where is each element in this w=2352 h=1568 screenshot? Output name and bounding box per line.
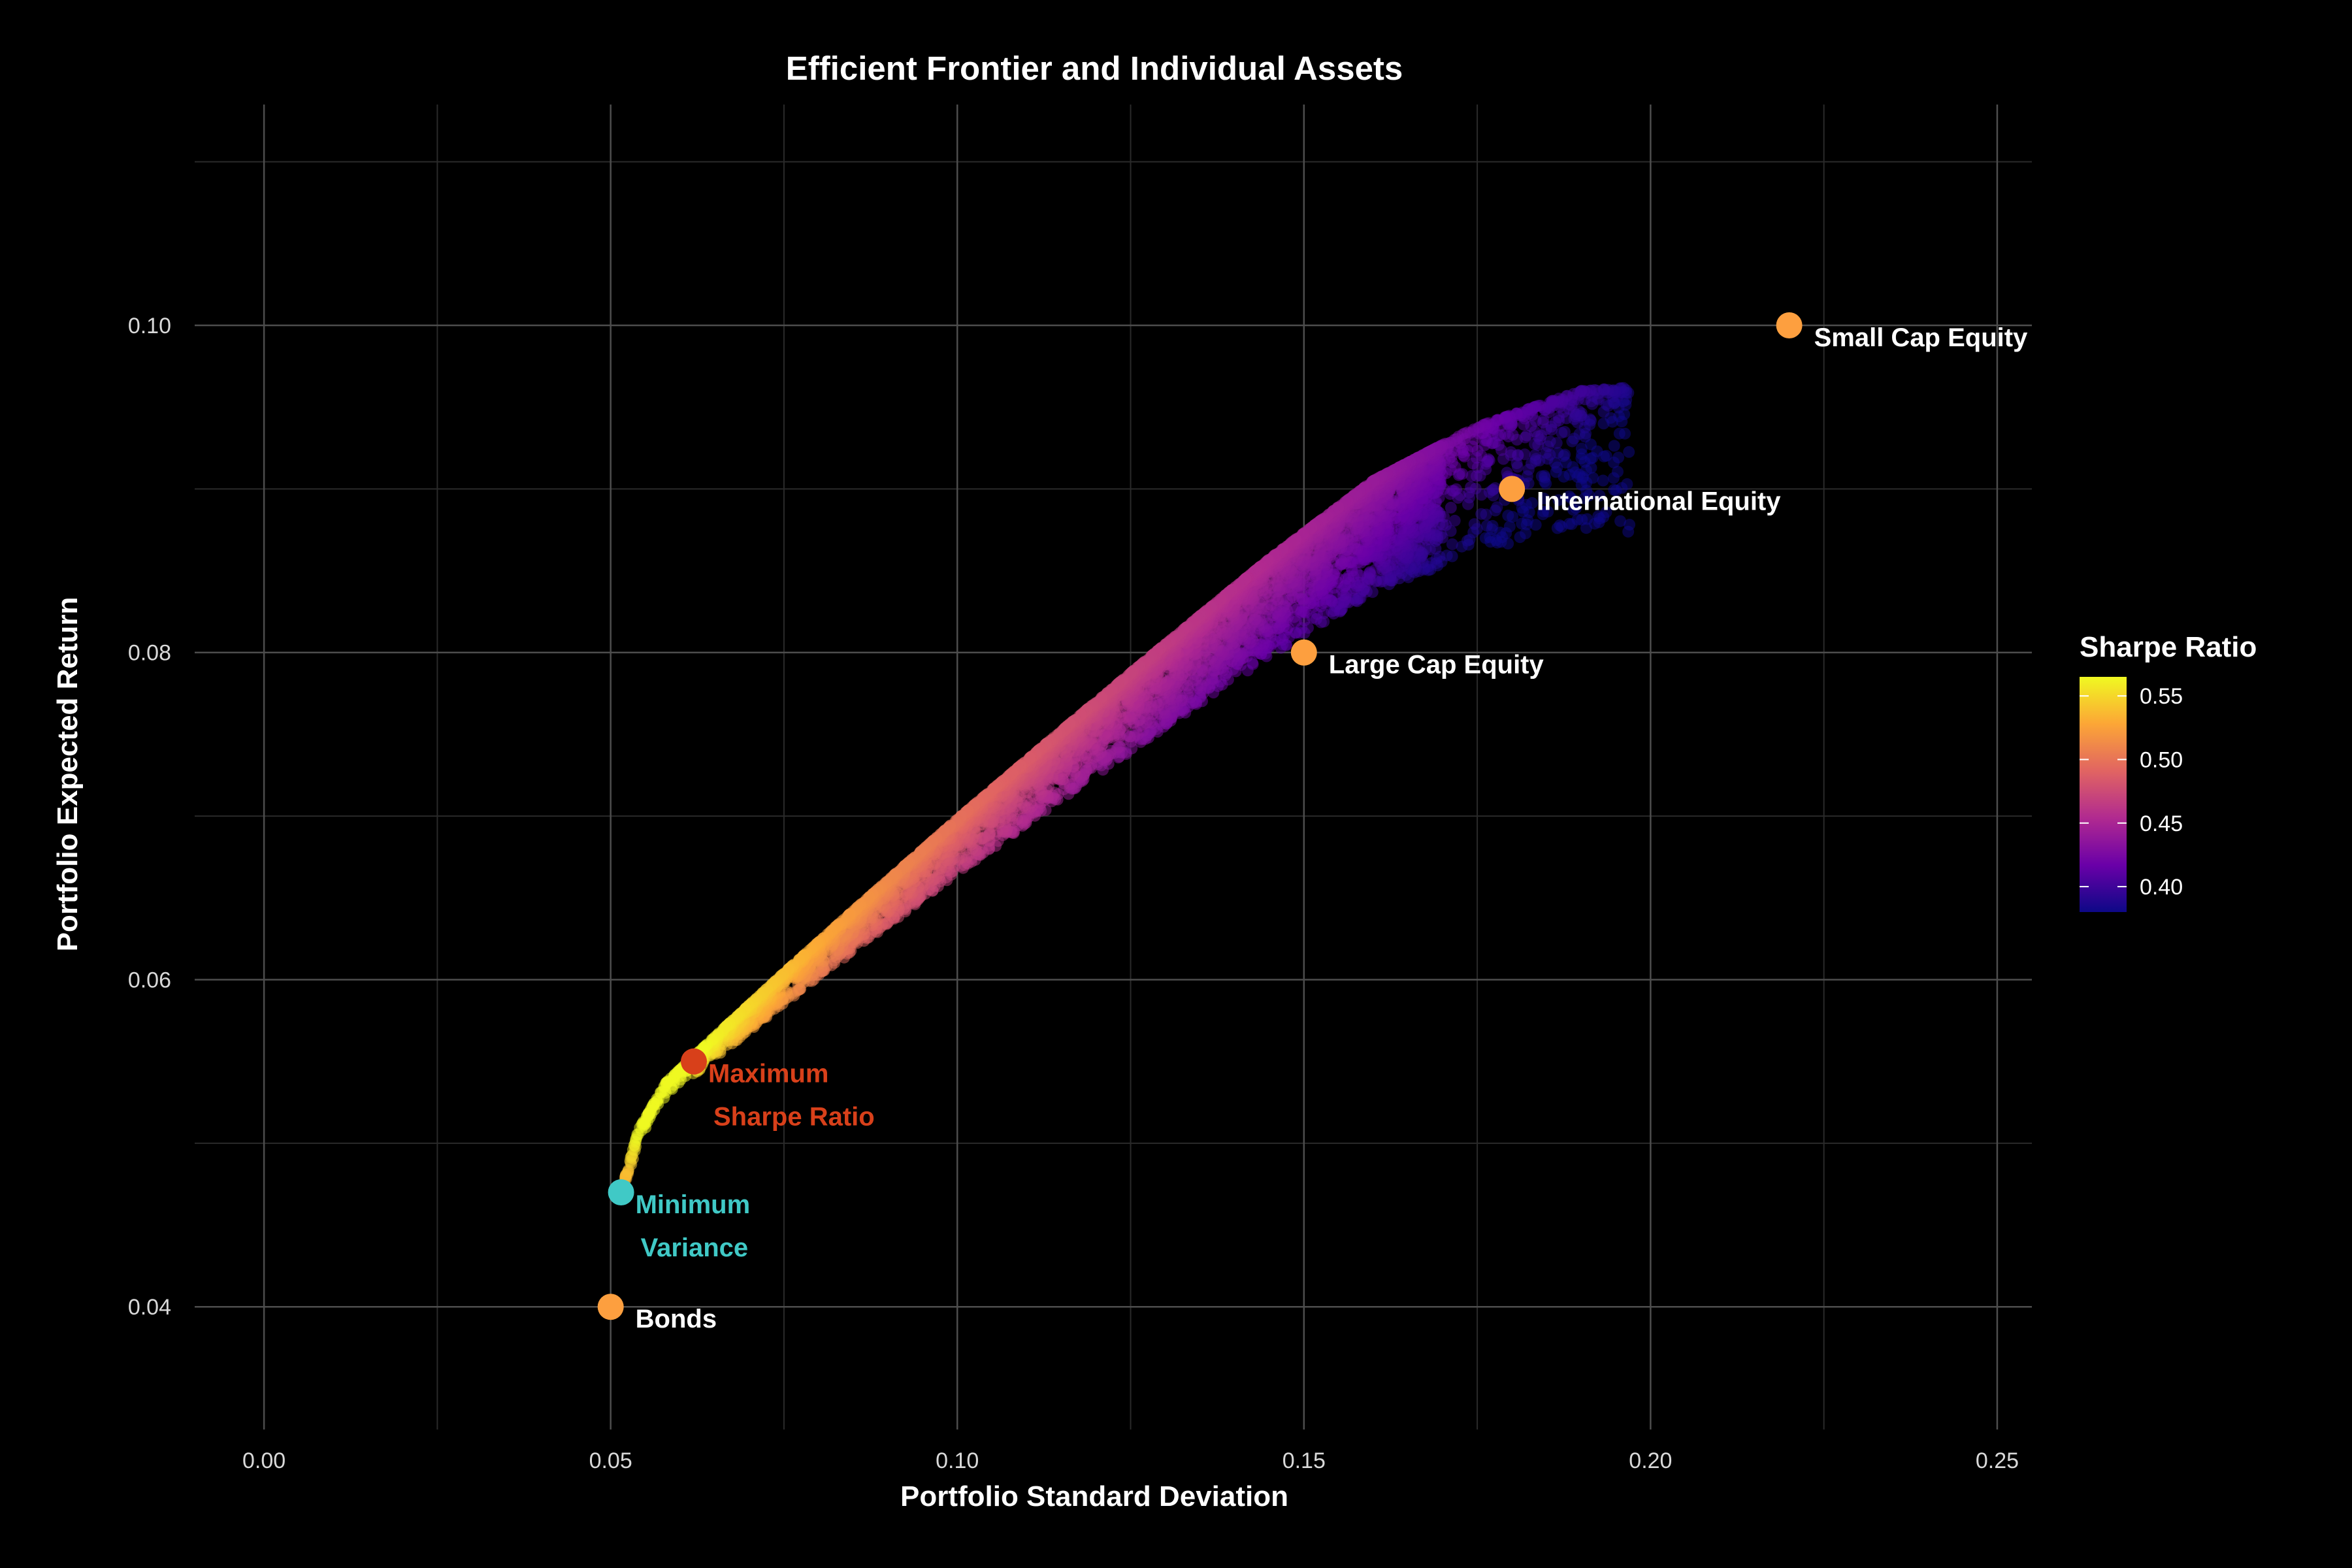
portfolio-point <box>1567 504 1579 516</box>
portfolio-point <box>1592 510 1605 523</box>
portfolio-point <box>1514 531 1526 544</box>
portfolio-point <box>1537 505 1550 517</box>
portfolio-point <box>1475 508 1488 520</box>
portfolio-point <box>1593 489 1606 502</box>
portfolio-point <box>1608 483 1620 496</box>
portfolio-point <box>1544 435 1556 448</box>
portfolio-point <box>1520 429 1533 442</box>
portfolio-point <box>1624 519 1636 531</box>
portfolio-point <box>1614 515 1627 527</box>
portfolio-point <box>1613 427 1625 440</box>
portfolio-point <box>1446 538 1458 550</box>
portfolio-point <box>1597 417 1610 430</box>
portfolio-point <box>1448 514 1461 527</box>
portfolio-point <box>1552 494 1565 506</box>
portfolio-point <box>1554 519 1566 532</box>
portfolio-cloud <box>619 382 1636 1187</box>
portfolio-point <box>1575 442 1588 455</box>
portfolio-point <box>1505 446 1517 458</box>
portfolio-point <box>1538 493 1550 504</box>
portfolio-point <box>1491 501 1503 514</box>
portfolio-point <box>1529 449 1541 461</box>
portfolio-point <box>1465 481 1477 493</box>
portfolio-point <box>1501 466 1513 479</box>
portfolio-point <box>1468 518 1480 531</box>
portfolio-point <box>1497 453 1510 465</box>
grid <box>195 105 2032 1429</box>
portfolio-point <box>1563 490 1575 502</box>
portfolio-point <box>1597 474 1609 487</box>
portfolio-point <box>1479 532 1492 544</box>
portfolio-point <box>1608 440 1620 452</box>
portfolio-point <box>1503 520 1516 532</box>
portfolio-point <box>1568 433 1580 445</box>
portfolio-point <box>1612 451 1625 464</box>
portfolio-point <box>1516 517 1528 530</box>
portfolio-point <box>1461 534 1473 547</box>
portfolio-point <box>1465 470 1478 482</box>
portfolio-point <box>1364 566 1376 578</box>
portfolio-point <box>1612 466 1624 478</box>
portfolio-point <box>1502 510 1514 522</box>
portfolio-point <box>1480 519 1493 532</box>
portfolio-point <box>1535 470 1548 482</box>
portfolio-point <box>1623 446 1635 458</box>
portfolio-point <box>1445 502 1457 514</box>
portfolio-point <box>1556 427 1568 439</box>
